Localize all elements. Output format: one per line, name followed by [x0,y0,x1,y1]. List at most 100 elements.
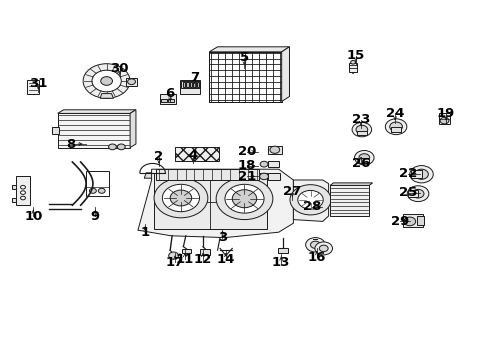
Text: 5: 5 [240,51,248,64]
Text: 28: 28 [302,201,321,213]
Polygon shape [281,47,289,102]
Text: 8: 8 [66,138,75,150]
Circle shape [385,119,406,135]
Bar [209,52,281,102]
Circle shape [89,188,96,193]
Text: 6: 6 [165,87,174,100]
Bar [410,170,421,178]
Text: 16: 16 [307,251,325,264]
Text: 20: 20 [237,145,256,158]
Text: 13: 13 [271,256,290,269]
Circle shape [350,60,355,64]
Text: 2: 2 [154,150,163,163]
Polygon shape [209,47,289,52]
Bar [126,78,137,86]
Bar [193,82,195,87]
Circle shape [439,117,448,124]
Text: 26: 26 [351,157,369,170]
Bar [16,176,30,205]
Bar [277,248,287,253]
Bar [180,80,200,94]
Text: 3: 3 [218,231,226,244]
Bar [267,161,278,167]
Circle shape [297,190,323,209]
Bar [85,171,109,196]
Bar [438,113,449,124]
Bar [52,127,59,134]
Circle shape [20,196,25,200]
Circle shape [170,190,191,206]
Circle shape [289,185,330,215]
Text: 25: 25 [398,186,417,199]
Text: 22: 22 [398,167,417,180]
Bar [403,214,422,227]
Circle shape [409,166,432,183]
Circle shape [224,184,264,213]
Circle shape [351,122,371,137]
Text: 7: 7 [190,71,199,84]
Circle shape [259,173,268,180]
Polygon shape [293,180,328,221]
Text: 9: 9 [91,210,100,222]
Text: 14: 14 [216,253,235,266]
Bar [329,185,368,216]
Polygon shape [329,183,372,185]
Bar [407,190,417,197]
Bar [27,80,39,94]
Circle shape [319,245,327,252]
Circle shape [154,178,207,218]
Circle shape [314,242,332,255]
Bar [189,82,192,87]
Bar [196,82,199,87]
Text: 24: 24 [385,107,404,120]
Circle shape [354,150,373,165]
Circle shape [108,144,116,150]
Circle shape [414,169,427,179]
Circle shape [162,184,199,212]
Polygon shape [138,169,293,238]
Polygon shape [130,110,136,148]
Circle shape [83,64,130,98]
Text: 18: 18 [237,159,256,172]
Text: 23: 23 [351,113,369,126]
Bar [160,94,176,104]
Bar [58,113,130,148]
Bar [186,82,188,87]
Circle shape [411,189,423,198]
Bar [267,173,280,180]
Circle shape [389,122,402,131]
Polygon shape [58,110,136,113]
Bar [161,99,167,102]
Circle shape [310,241,320,248]
Bar [199,249,210,255]
Circle shape [403,217,415,226]
Bar [12,185,16,189]
Text: 1: 1 [141,226,149,239]
Text: 19: 19 [436,107,454,120]
Text: 12: 12 [193,253,212,266]
Circle shape [117,144,125,150]
Text: 17: 17 [165,256,184,269]
Bar [359,158,368,163]
Text: 15: 15 [346,49,365,62]
Bar [390,127,400,132]
Polygon shape [100,94,113,98]
Bar [156,169,259,180]
Circle shape [358,154,369,162]
Bar [175,147,219,161]
Bar [12,198,16,202]
Circle shape [269,146,279,153]
Text: 21: 21 [237,170,256,183]
Text: 10: 10 [24,210,42,222]
Text: 11: 11 [175,253,194,266]
Bar [356,131,366,135]
Circle shape [127,79,135,85]
Circle shape [305,238,325,252]
Circle shape [232,190,256,208]
Text: 30: 30 [110,62,129,75]
Bar [267,146,281,154]
Text: 29: 29 [390,215,408,228]
Bar [181,81,199,88]
Circle shape [168,252,178,259]
Circle shape [216,178,272,220]
